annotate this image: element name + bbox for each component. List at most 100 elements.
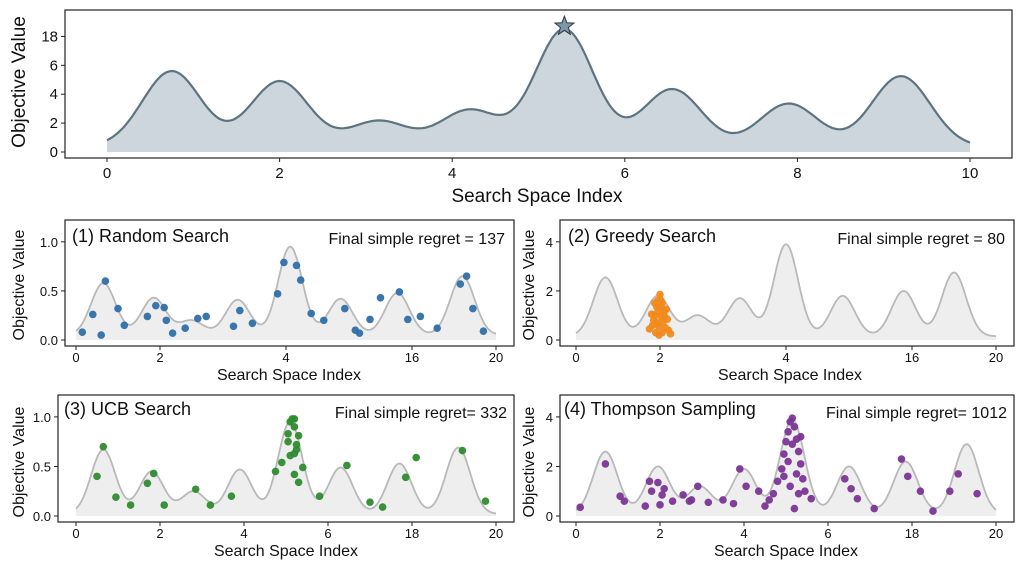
ucb-search-sample-point: [206, 501, 215, 509]
ucb-search-sample-point: [99, 442, 108, 451]
random-search-sample-point: [152, 301, 160, 310]
ucb-search-sample-point: [299, 463, 307, 472]
ucb-search-sample-point: [366, 498, 374, 506]
top-ytick-label: 6: [50, 57, 58, 74]
ucb-search-sample-point: [284, 429, 292, 438]
random-search-ylabel: Objective Value: [11, 229, 28, 340]
thompson-sampling-sample-point: [658, 491, 666, 499]
thompson-sampling-sample-point: [790, 423, 799, 431]
random-search-sample-point: [97, 331, 105, 339]
thompson-sampling-sample-point: [847, 484, 855, 493]
thompson-sampling-xtick-label: 18: [905, 526, 919, 541]
ucb-search-sample-point: [458, 446, 467, 455]
ucb-search-plot: 0 2 4 6 18 20 0.0 0.5 1.0 (3) UCB Search Final sim…: [11, 394, 515, 560]
thompson-sampling-sample-point: [929, 507, 937, 515]
thompson-sampling-sample-point: [973, 489, 981, 498]
greedy-search-sample-point: [660, 311, 668, 320]
ucb-search-sample-point: [278, 458, 286, 467]
ucb-search-sample-point: [481, 497, 490, 505]
greedy-search-plot: 0 2 4 16 20 0 2 4 (2) Greedy Search Final simple …: [521, 219, 1015, 384]
random-search-sample-point: [307, 309, 316, 318]
random-search-plot: 0 2 4 16 20 0.0 0.5 1.0 (1) Random Search Final s…: [11, 219, 515, 384]
ucb-search-xtick-label: 6: [324, 526, 331, 541]
thompson-sampling-sample-point: [784, 457, 792, 466]
random-search-xtick-label: 4: [282, 350, 289, 365]
greedy-search-sample-point: [656, 290, 664, 299]
random-search-sample-point: [181, 324, 189, 333]
greedy-search-sample-point: [650, 299, 659, 307]
ucb-search-xtick-label: 0: [72, 526, 79, 541]
ucb-search-sample-point: [290, 415, 299, 423]
greedy-search-xtick-label: 2: [656, 350, 663, 365]
ucb-search-sample-point: [290, 470, 299, 479]
thompson-sampling-sample-point: [807, 494, 815, 503]
thompson-sampling-plot: 0 2 4 6 18 20 0 2 4 (4) Thompson Sampling Final si…: [521, 394, 1015, 560]
random-search-sample-point: [433, 324, 442, 333]
ucb-search-axes-frame: [57, 394, 515, 523]
random-search-ytick-label: 0.0: [40, 333, 58, 348]
greedy-search-sample-point: [662, 305, 671, 314]
random-search-sample-point: [296, 276, 305, 284]
ucb-search-sample-point: [290, 449, 299, 458]
thompson-sampling-sample-point: [796, 432, 805, 441]
random-search-sample-point: [114, 304, 122, 313]
greedy-search-sample-point: [647, 310, 656, 319]
ucb-search-sample-point: [294, 431, 303, 440]
thompson-sampling-sample-point: [780, 472, 788, 481]
ucb-search-sample-point: [93, 472, 101, 481]
random-search-sample-point: [168, 329, 177, 337]
greedy-search-xtick-label: 16: [905, 350, 919, 365]
greedy-search-xtick-label: 4: [782, 350, 789, 365]
thompson-sampling-regret: Final simple regret= 1012: [826, 405, 1007, 422]
thompson-sampling-axes-frame: [559, 394, 1015, 523]
ucb-search-xtick-label: 4: [240, 526, 247, 541]
thompson-sampling-sample-point: [656, 501, 664, 509]
greedy-search-sample-point: [657, 296, 665, 305]
greedy-search-sample-point: [655, 331, 663, 339]
greedy-search-sample-point: [666, 330, 675, 338]
thompson-sampling-sample-point: [704, 498, 713, 507]
ucb-search-sample-point: [401, 473, 410, 482]
thompson-sampling-sample-point: [897, 455, 906, 463]
random-search-xtick-label: 0: [72, 350, 79, 365]
thompson-sampling-sample-point: [694, 482, 702, 491]
thompson-sampling-sample-point: [647, 487, 656, 496]
ucb-search-sample-point: [227, 492, 236, 500]
ucb-search-sample-point: [149, 469, 158, 478]
thompson-sampling-title: (4) Thompson Sampling: [564, 399, 756, 419]
ucb-search-area-fill: [76, 421, 496, 516]
ucb-search-title: (3) UCB Search: [64, 399, 191, 419]
random-search-sample-point: [162, 316, 171, 325]
thompson-sampling-ytick-label: 0: [546, 509, 553, 524]
ucb-search-xtick-label: 20: [489, 526, 503, 541]
greedy-search-ytick-label: 4: [546, 235, 553, 250]
thompson-sampling-sample-point: [790, 504, 799, 513]
random-search-xtick-label: 2: [156, 350, 163, 365]
top-xtick-label: 6: [621, 165, 629, 182]
top-landscape-plot: 0 2 4 6 8 10 0 2 4 6 18 Search Space Index Objective…: [9, 9, 1013, 207]
top-xtick-label: 2: [275, 165, 283, 182]
thompson-sampling-xtick-label: 20: [989, 526, 1003, 541]
thompson-sampling-sample-point: [796, 460, 805, 468]
top-xtick-label: 0: [103, 165, 111, 182]
thompson-sampling-area-fill: [576, 419, 996, 516]
thompson-sampling-sample-point: [668, 497, 677, 505]
thompson-sampling-sample-point: [916, 487, 925, 496]
random-search-sample-point: [469, 304, 477, 313]
random-search-area-fill: [76, 246, 496, 340]
ucb-search-sample-point: [378, 503, 387, 511]
top-ytick-label: 2: [50, 115, 58, 132]
thompson-sampling-sample-point: [645, 477, 654, 486]
thompson-sampling-sample-point: [794, 447, 803, 456]
thompson-sampling-sample-point: [601, 460, 610, 468]
greedy-search-axes-frame: [559, 219, 1015, 347]
greedy-search-regret: Final simple regret = 80: [837, 231, 1005, 248]
thompson-sampling-sample-point: [754, 487, 763, 496]
thompson-sampling-sample-point: [660, 484, 668, 493]
top-xtick-label: 10: [962, 165, 979, 182]
thompson-sampling-sample-point: [654, 478, 662, 487]
greedy-search-ylabel: Objective Value: [521, 229, 538, 340]
random-search-sample-point: [236, 306, 244, 315]
thompson-sampling-sample-point: [576, 503, 584, 512]
ucb-search-sample-point: [112, 493, 120, 501]
